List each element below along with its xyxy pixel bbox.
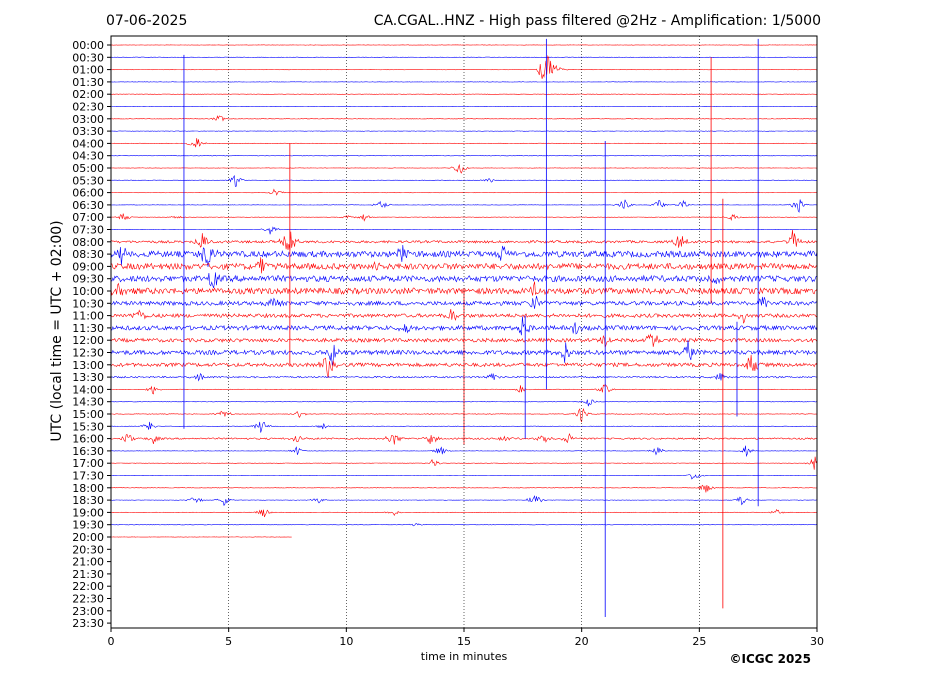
- x-axis-ticks: 0 5 10 15 20 25 30: [108, 628, 824, 648]
- y-tick-label: 13:00: [72, 359, 104, 372]
- trace-0400: [110, 138, 818, 148]
- trace-0730: [110, 226, 818, 235]
- y-tick-label: 20:00: [72, 531, 104, 544]
- spike-group: [183, 38, 759, 617]
- x-axis-title: time in minutes: [421, 650, 508, 663]
- y-tick-label: 17:00: [72, 457, 104, 470]
- x-tick-label: 15: [457, 635, 471, 648]
- y-tick-label: 23:00: [72, 605, 104, 618]
- y-tick-label: 17:30: [72, 470, 104, 483]
- y-tick-label: 03:30: [72, 125, 104, 138]
- x-tick-label: 10: [339, 635, 353, 648]
- y-tick-label: 04:00: [72, 137, 104, 150]
- y-axis-ticks: 00:0000:3001:0001:3002:0002:3003:0003:30…: [72, 39, 111, 630]
- y-tick-label: 21:30: [72, 568, 104, 581]
- y-tick-label: 11:30: [72, 322, 104, 335]
- y-tick-label: 01:00: [72, 64, 104, 77]
- y-tick-label: 00:00: [72, 39, 104, 52]
- y-tick-label: 00:30: [72, 51, 104, 64]
- y-tick-label: 10:00: [72, 285, 104, 298]
- y-tick-label: 05:30: [72, 174, 104, 187]
- trace-0300: [111, 115, 818, 122]
- y-tick-label: 03:00: [72, 113, 104, 126]
- chart-title: CA.CGAL..HNZ - High pass filtered @2Hz -…: [374, 13, 821, 29]
- y-tick-label: 12:00: [72, 334, 104, 347]
- trace-1700: [111, 456, 818, 470]
- y-axis-title: UTC (local time = UTC + 02:00): [49, 220, 65, 441]
- y-tick-label: 08:00: [72, 236, 104, 249]
- chart-date: 07-06-2025: [106, 13, 187, 29]
- y-tick-label: 02:00: [72, 88, 104, 101]
- y-tick-label: 09:00: [72, 260, 104, 273]
- trace-1930: [110, 523, 818, 527]
- y-tick-label: 06:30: [72, 199, 104, 212]
- trace-1800: [110, 484, 818, 493]
- y-tick-label: 05:00: [72, 162, 104, 175]
- y-tick-label: 22:00: [72, 580, 104, 593]
- y-tick-label: 19:00: [72, 506, 104, 519]
- y-tick-label: 20:30: [72, 543, 104, 556]
- y-tick-label: 10:30: [72, 297, 104, 310]
- trace-1900: [110, 508, 818, 518]
- y-tick-label: 14:30: [72, 396, 104, 409]
- y-tick-label: 16:00: [72, 433, 104, 446]
- y-tick-label: 04:30: [72, 150, 104, 163]
- x-tick-label: 30: [810, 635, 824, 648]
- x-tick-label: 20: [575, 635, 589, 648]
- trace-1730: [110, 474, 817, 480]
- trace-0700: [111, 213, 817, 222]
- y-tick-label: 11:00: [72, 310, 104, 323]
- y-tick-label: 16:30: [72, 445, 104, 458]
- y-tick-label: 01:30: [72, 76, 104, 89]
- x-tick-label: 25: [692, 635, 706, 648]
- y-tick-label: 12:30: [72, 347, 104, 360]
- y-tick-label: 21:00: [72, 556, 104, 569]
- y-tick-label: 13:30: [72, 371, 104, 384]
- y-tick-label: 19:30: [72, 519, 104, 532]
- y-tick-label: 02:30: [72, 101, 104, 114]
- x-tick-label: 0: [108, 635, 115, 648]
- y-tick-label: 08:30: [72, 248, 104, 261]
- y-tick-label: 07:00: [72, 211, 104, 224]
- y-tick-label: 18:30: [72, 494, 104, 507]
- x-tick-label: 5: [225, 635, 232, 648]
- y-tick-label: 06:00: [72, 187, 104, 200]
- y-tick-label: 18:00: [72, 482, 104, 495]
- y-tick-label: 07:30: [72, 224, 104, 237]
- y-tick-label: 15:30: [72, 420, 104, 433]
- y-tick-label: 22:30: [72, 593, 104, 606]
- copyright-label: ©ICGC 2025: [729, 652, 811, 666]
- y-tick-label: 09:30: [72, 273, 104, 286]
- y-tick-label: 14:00: [72, 383, 104, 396]
- y-tick-label: 15:00: [72, 408, 104, 421]
- y-tick-label: 23:30: [72, 617, 104, 630]
